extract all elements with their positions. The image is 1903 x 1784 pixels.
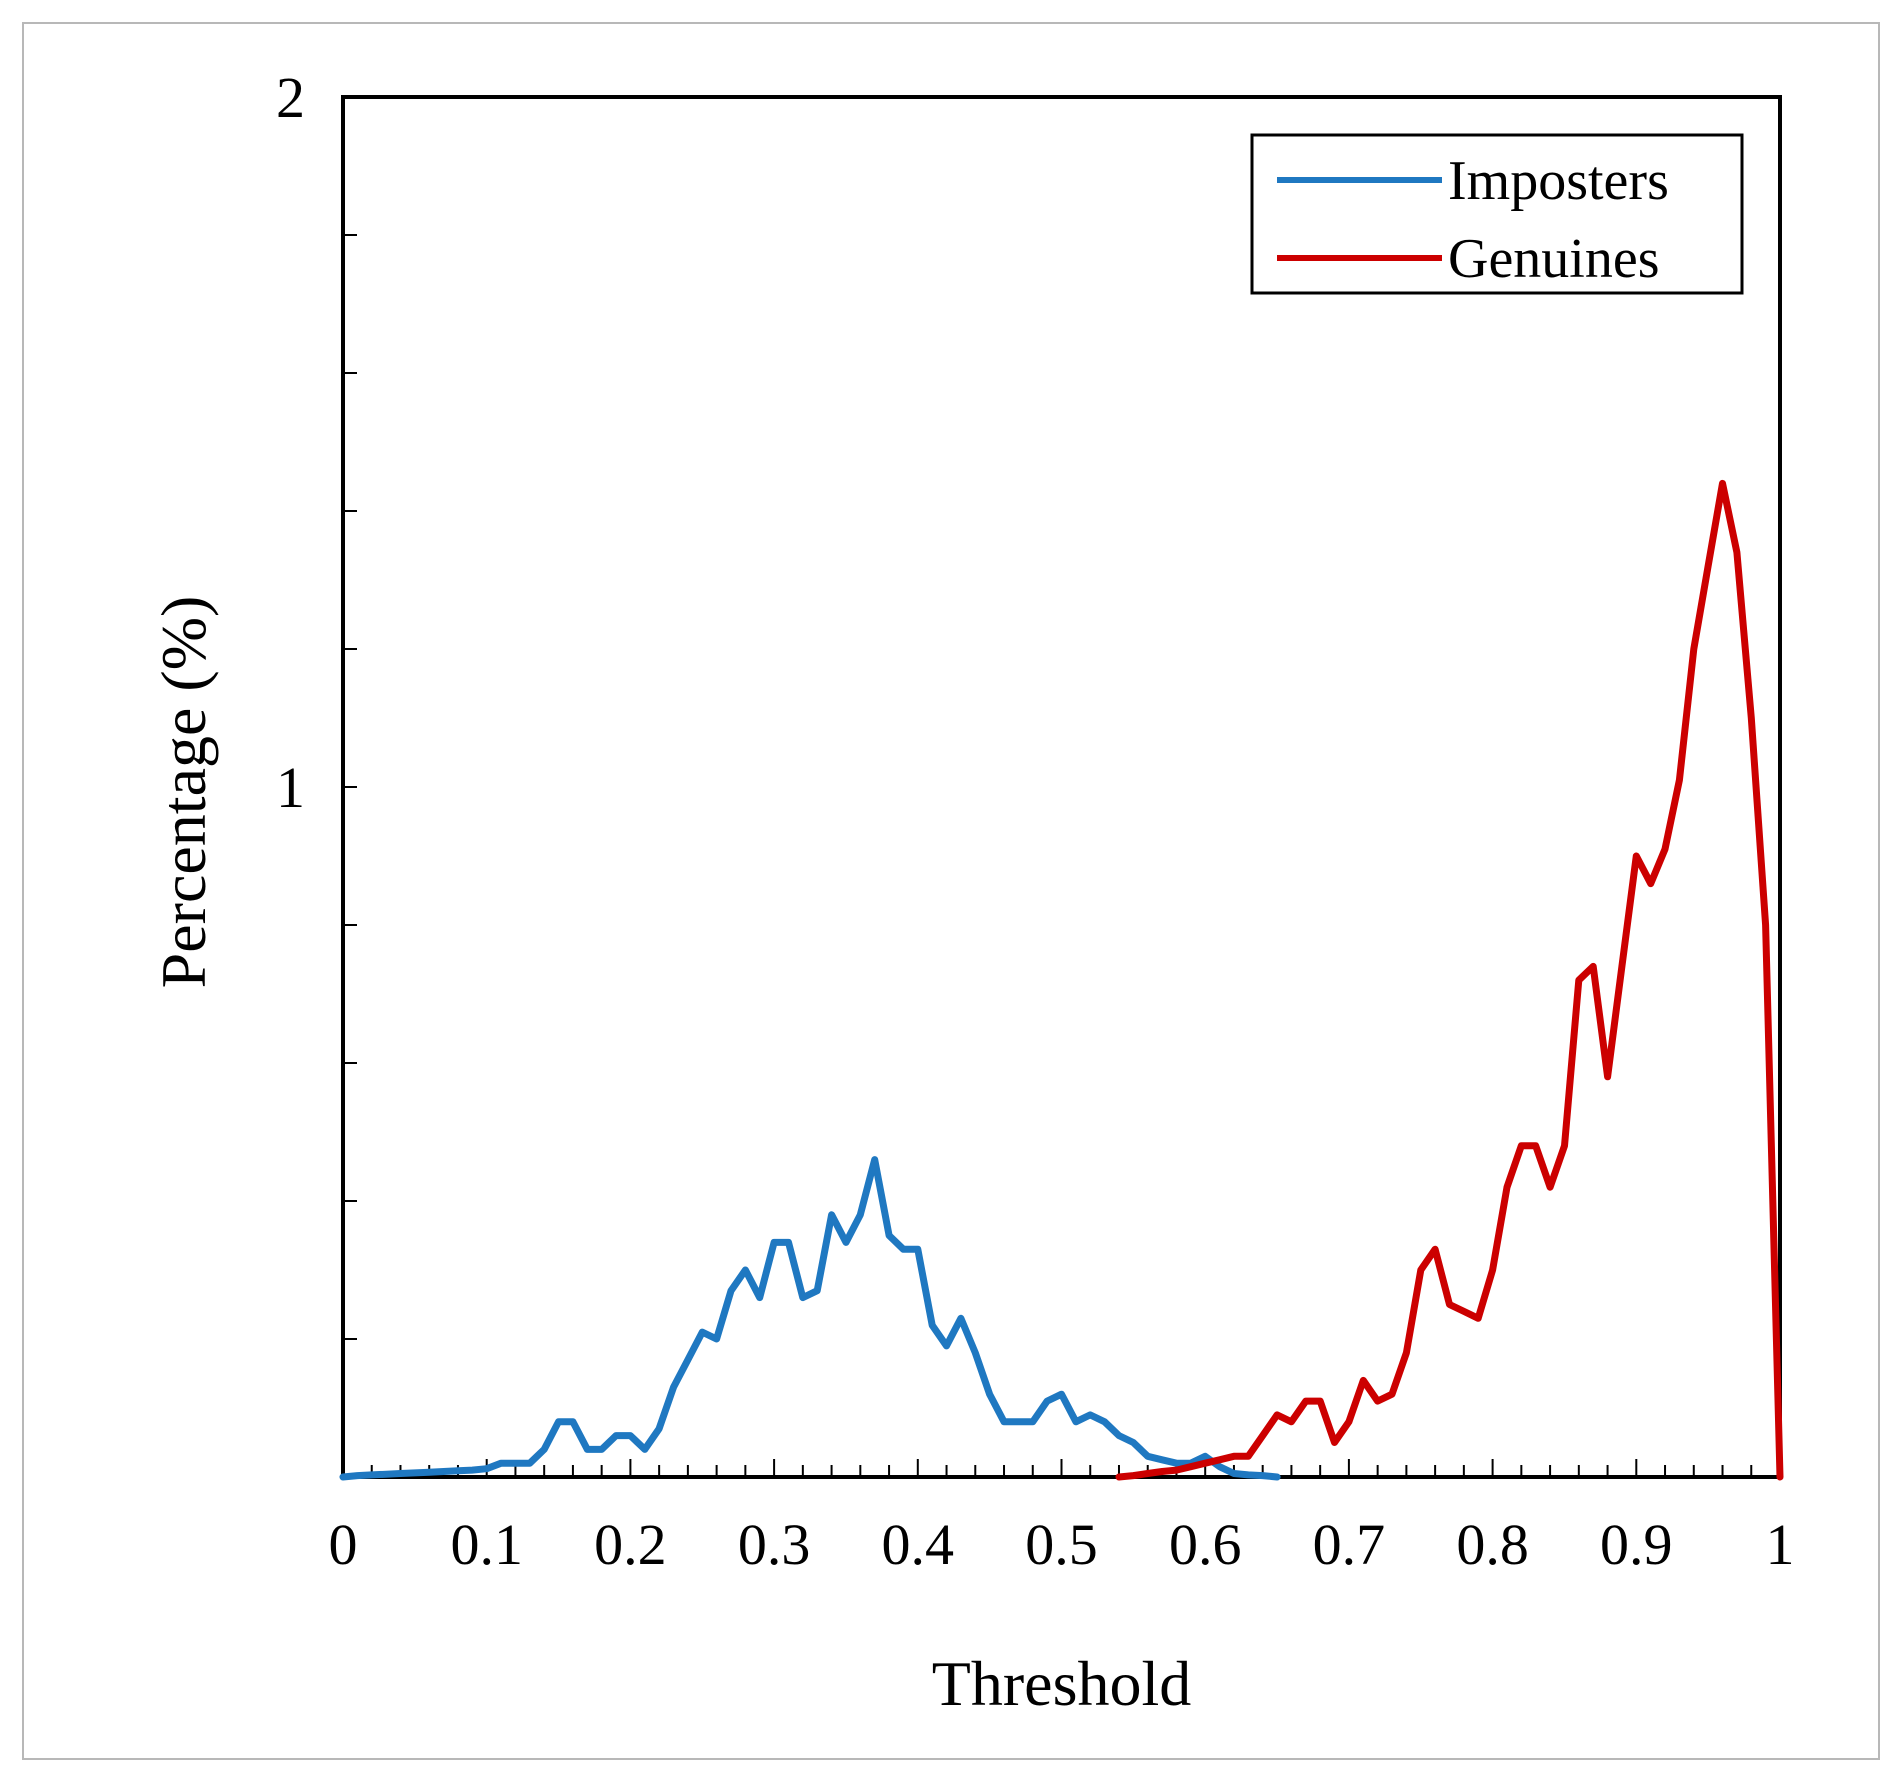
plot-border	[341, 95, 1782, 1479]
y-tick-label: 2	[276, 65, 305, 130]
legend-label-imposters: Imposters	[1448, 150, 1669, 212]
x-tick-label: 0.3	[738, 1512, 811, 1577]
x-tick-label: 0.9	[1600, 1512, 1673, 1577]
series-line-imposters	[339, 1156, 1281, 1481]
x-axis-title: Threshold	[932, 1648, 1192, 1719]
series-genuines	[1115, 479, 1784, 1481]
x-tick-label: 0.4	[882, 1512, 955, 1577]
x-tick-label: 0.6	[1169, 1512, 1242, 1577]
y-minor-ticks	[343, 96, 357, 1478]
x-tick-label: 0	[329, 1512, 358, 1577]
plot-area	[341, 95, 1782, 1479]
series-imposters	[339, 1156, 1281, 1481]
y-tick-label: 1	[276, 755, 305, 820]
x-tick-label: 0.7	[1313, 1512, 1386, 1577]
legend-box	[1250, 133, 1744, 295]
x-minor-ticks	[342, 1459, 1781, 1477]
x-tick-labels: 0 0.1 0.2 0.3 0.4 0.5 0.6 0.7 0.8 0.9 1	[329, 1512, 1795, 1577]
y-axis-title: Percentage (%)	[148, 596, 219, 989]
figure-frame	[22, 22, 1880, 1760]
x-tick-label: 0.2	[594, 1512, 667, 1577]
x-tick-label: 0.5	[1025, 1512, 1098, 1577]
y-tick-labels: 12	[276, 65, 305, 820]
series-layer	[339, 479, 1784, 1481]
x-tick-label: 1	[1766, 1512, 1795, 1577]
series-line-genuines	[1115, 479, 1784, 1481]
x-tick-label: 0.1	[450, 1512, 523, 1577]
legend: Imposters Genuines	[1250, 133, 1744, 295]
x-tick-label: 0.8	[1456, 1512, 1529, 1577]
legend-label-genuines: Genuines	[1448, 228, 1660, 290]
